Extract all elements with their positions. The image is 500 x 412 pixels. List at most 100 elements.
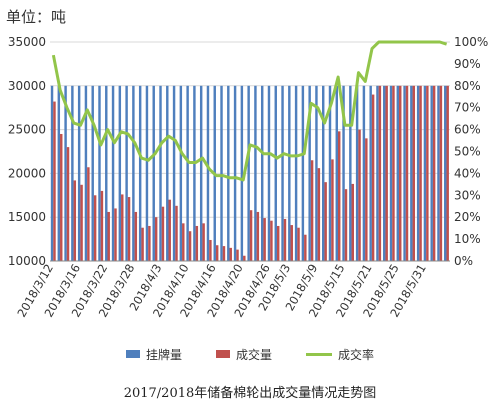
bar-traded (392, 85, 395, 261)
bar-listed (166, 85, 169, 261)
bar-traded (73, 180, 77, 261)
bar-traded (175, 205, 178, 261)
bar-listed (274, 85, 277, 261)
bar-listed (233, 85, 237, 261)
bar-traded (371, 94, 375, 261)
y-left-tick-label: 25000 (8, 123, 46, 137)
bar-listed (355, 85, 359, 261)
bar-listed (260, 85, 264, 261)
bar-traded (134, 211, 138, 261)
bar-listed (376, 85, 379, 261)
legend: 挂牌量 成交量 成交率 (0, 346, 500, 362)
bar-listed (193, 85, 196, 261)
bar-traded (60, 133, 63, 261)
bar-listed (315, 85, 318, 261)
bar-traded (344, 189, 348, 261)
bar-traded (358, 129, 361, 261)
bar-traded (446, 85, 449, 261)
bar-traded (229, 247, 232, 261)
bar-traded (378, 85, 382, 261)
bar-traded (405, 85, 409, 261)
bar-traded (107, 211, 110, 261)
bar-listed (288, 85, 291, 261)
rate-line (51, 40, 448, 182)
bar-traded (249, 210, 253, 261)
bar-traded (310, 160, 314, 261)
bar-traded (148, 225, 151, 261)
bar-traded (202, 223, 205, 261)
y-left-tick-label: 35000 (8, 35, 46, 49)
bar-listed (389, 85, 393, 261)
legend-item-rate: 成交率 (306, 346, 374, 362)
bar-traded (276, 225, 280, 261)
bar-traded (127, 197, 131, 261)
bar-listed (328, 85, 332, 261)
y-left-tick-label: 15000 (8, 210, 46, 224)
bar-listed (383, 85, 386, 261)
bar-traded (256, 211, 260, 261)
bar-listed (199, 85, 203, 261)
y-left-tick-label: 30000 (8, 79, 46, 93)
bar-traded (222, 246, 226, 261)
y-left-tick-label: 20000 (8, 166, 46, 180)
bar-listed (362, 85, 366, 261)
bar-listed (308, 85, 311, 261)
bar-traded (331, 159, 334, 261)
bar-traded (87, 167, 90, 261)
bar-listed (159, 85, 162, 261)
y-right-tick-label: 0% (454, 254, 473, 268)
bar-listed (416, 85, 420, 261)
bar-listed (145, 85, 149, 261)
bar-traded (195, 225, 199, 261)
y-right-tick-label: 60% (454, 123, 481, 137)
bar-traded (283, 218, 287, 261)
bar-listed (220, 85, 223, 261)
y-right-tick-label: 50% (454, 145, 481, 159)
bar-traded (93, 195, 97, 261)
bar-traded (114, 208, 117, 261)
bar-listed (91, 85, 94, 261)
bar-traded (188, 231, 192, 261)
bar-traded (270, 220, 273, 261)
bar-listed (349, 85, 352, 261)
bar-listed (125, 85, 128, 261)
bar-listed (77, 85, 81, 261)
bar-traded (351, 183, 354, 261)
bar-listed (138, 85, 142, 261)
bar-traded (290, 225, 293, 261)
bar-listed (322, 85, 325, 261)
y-right-tick-label: 40% (454, 166, 481, 180)
bar-listed (172, 85, 176, 261)
bar-traded (121, 194, 124, 261)
bar-traded (426, 85, 429, 261)
bar-listed (84, 85, 88, 261)
bar-listed (294, 85, 298, 261)
bar-listed (301, 85, 305, 261)
bar-traded (53, 101, 56, 262)
bar-traded (236, 249, 239, 261)
bar-traded (80, 184, 83, 261)
unit-label: 单位：吨 (6, 8, 67, 26)
y-right-tick-label: 10% (454, 232, 481, 246)
legend-swatch-traded (215, 350, 230, 358)
bar-traded (209, 239, 212, 261)
bar-traded (338, 131, 341, 261)
bar-listed (57, 85, 61, 261)
bar-listed (186, 85, 189, 261)
bar-listed (71, 85, 74, 261)
bar-traded (385, 85, 388, 261)
y-right-tick-label: 70% (454, 101, 481, 115)
bar-listed (50, 85, 54, 261)
bar-listed (430, 85, 433, 261)
bar-listed (179, 85, 183, 261)
bar-traded (432, 85, 436, 261)
y-right-tick-label: 30% (454, 188, 481, 202)
bar-listed (254, 85, 257, 261)
bar-listed (342, 85, 345, 261)
bar-traded (439, 85, 443, 261)
bar-listed (105, 85, 108, 261)
bar-traded (141, 227, 144, 261)
legend-label-rate: 成交率 (338, 347, 375, 362)
bar-listed (396, 85, 400, 261)
bar-listed (118, 85, 122, 261)
